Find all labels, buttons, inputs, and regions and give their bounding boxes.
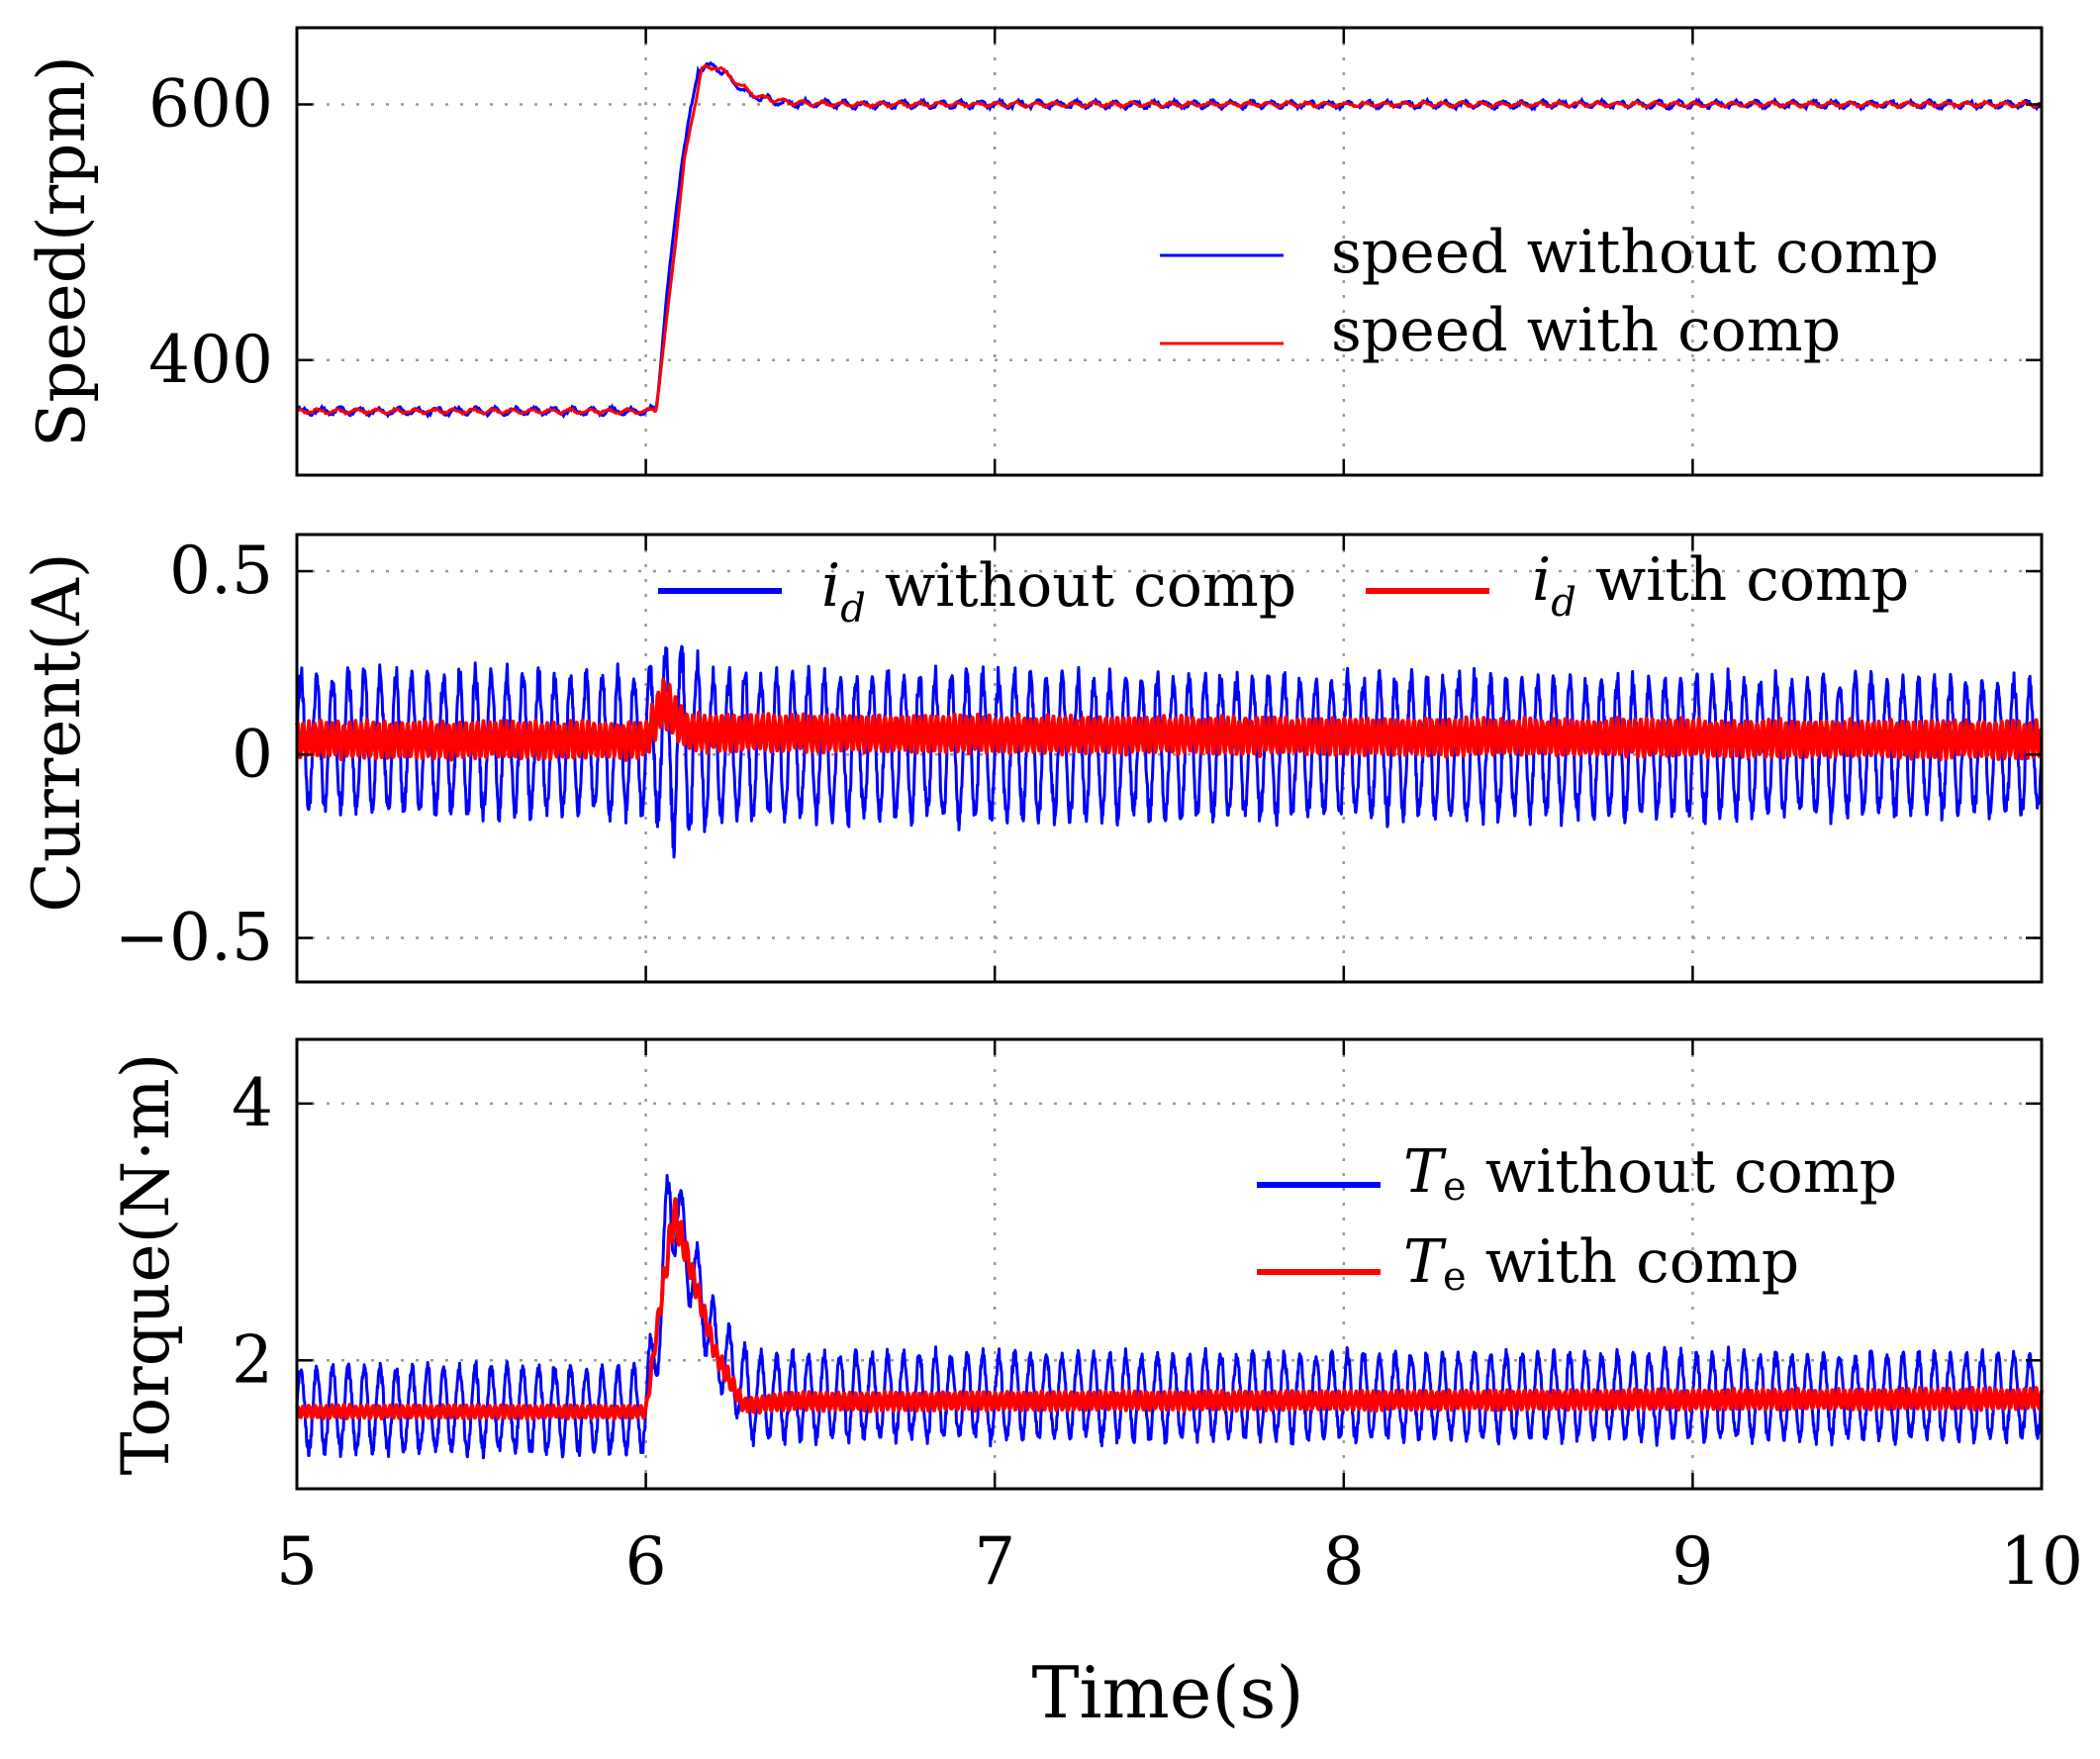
series-line-speed-with-comp (296, 63, 2044, 417)
y-tick-label: 400 (148, 322, 273, 398)
y-tick-label: 0.5 (169, 533, 273, 609)
x-tick-label: 9 (1671, 1523, 1713, 1600)
legend-label-te-with-comp: Te with comp (1403, 1227, 1799, 1300)
current-ylabel: Current(A) (19, 552, 95, 912)
legend-symbol-te-with-comp: T (1403, 1227, 1447, 1297)
torque-panel: 24 Torque(N·m) Te without comp Te with c… (108, 1037, 2044, 1491)
x-tick-labels: 5 6 7 8 9 10 (276, 1523, 2083, 1600)
legend-text-te-without-comp: without comp (1467, 1137, 1897, 1207)
legend-label-speed-with-comp: speed with comp (1331, 296, 1841, 365)
legend-subscript-id-with-comp: d (1551, 580, 1576, 626)
y-tick-label: 0 (232, 716, 273, 792)
legend-label-id-with-comp: id with comp (1532, 545, 1909, 626)
torque-plot-frame (295, 1037, 2044, 1491)
legend-symbol-te-without-comp: T (1403, 1137, 1447, 1207)
torque-legend: Te without comp Te with comp (1257, 1137, 1897, 1300)
x-axis-label: Time(s) (1031, 1651, 1303, 1734)
torque-ytick-labels: 24 (232, 1065, 273, 1398)
legend-symbol-id-with-comp: i (1532, 545, 1551, 615)
speed-series-group (295, 60, 2044, 420)
y-tick-label: 2 (232, 1321, 273, 1398)
x-tick-label: 6 (625, 1523, 667, 1600)
torque-grid (297, 1039, 2042, 1489)
current-series-group (295, 644, 2044, 859)
legend-label-speed-without-comp: speed without comp (1331, 218, 1939, 287)
legend-symbol-id-without-comp: i (821, 551, 840, 621)
legend-subscript-te-without-comp: e (1443, 1164, 1467, 1210)
legend-subscript-te-with-comp: e (1443, 1254, 1467, 1300)
series-line-t-e-with-comp (295, 1197, 2044, 1421)
current-legend: id without comp id with comp (658, 545, 1909, 632)
legend-label-te-without-comp: Te without comp (1403, 1137, 1897, 1210)
series-line-i-d-with-comp (295, 677, 2044, 762)
legend-label-id-without-comp: id without comp (821, 551, 1296, 632)
speed-legend: speed without comp speed with comp (1160, 218, 1939, 365)
speed-ytick-labels: 400 600 (148, 65, 273, 397)
y-tick-label: −0.5 (115, 900, 273, 976)
x-tick-label: 7 (974, 1523, 1015, 1600)
torque-series-group (295, 1174, 2044, 1460)
legend-text-id-without-comp: without comp (866, 551, 1296, 621)
speed-panel: 400 600 Speed(rpm) speed without comp spe… (24, 26, 2044, 477)
legend-text-id-with-comp: with comp (1576, 545, 1909, 615)
current-ytick-labels: −0.5 0 0.5 (115, 533, 273, 975)
x-tick-label: 10 (2000, 1523, 2083, 1600)
y-tick-label: 600 (148, 65, 273, 142)
current-plot-frame (295, 533, 2044, 984)
current-ticks (295, 535, 2044, 982)
legend-subscript-id-without-comp: d (840, 586, 866, 632)
current-panel: −0.500.5 Current(A) id without comp id w… (19, 533, 2044, 984)
legend-text-te-with-comp: with comp (1467, 1227, 1799, 1297)
torque-ylabel: Torque(N·m) (108, 1053, 184, 1476)
x-tick-label: 8 (1323, 1523, 1365, 1600)
speed-plot-frame (295, 26, 2044, 477)
speed-ylabel: Speed(rpm) (24, 55, 100, 447)
x-tick-label: 5 (276, 1523, 318, 1600)
y-tick-label: 4 (232, 1065, 273, 1141)
